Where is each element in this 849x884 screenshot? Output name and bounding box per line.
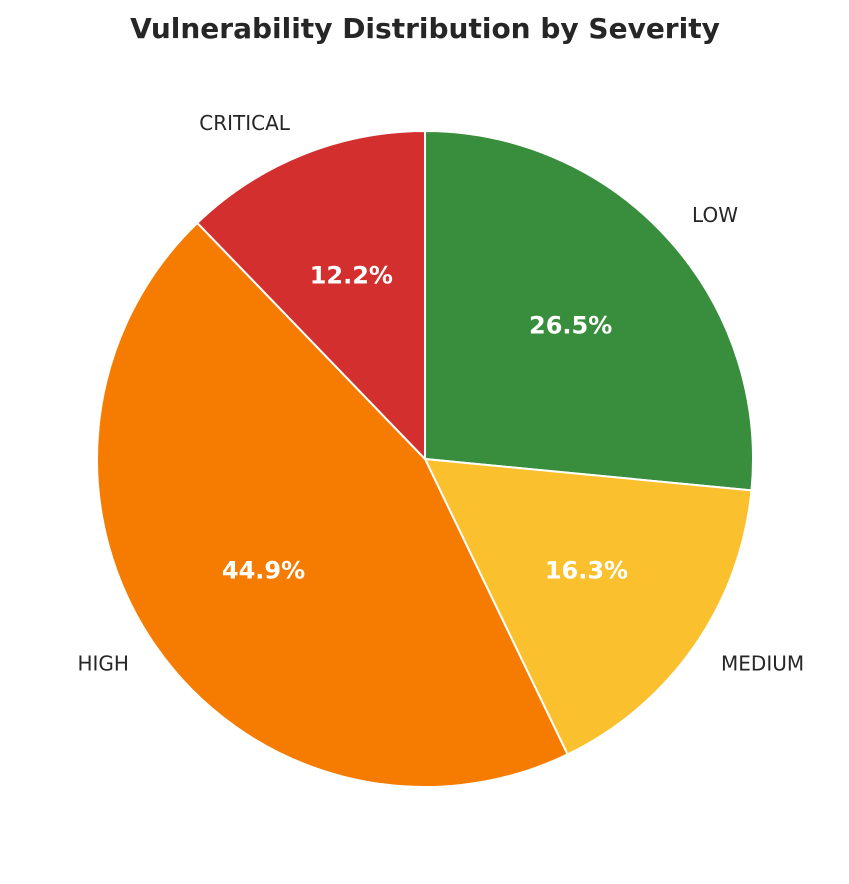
pie-slice-critical [195,129,426,462]
chart-title: Vulnerability Distribution by Severity [130,12,720,45]
slice-percent-high: 44.9% [222,556,305,584]
slices-layer [96,129,754,788]
slice-percent-critical: 12.2% [310,262,393,290]
pie-slice-low [424,129,754,492]
slice-percent-low: 26.5% [529,312,612,340]
slice-label-high: HIGH [77,652,128,676]
slice-label-medium: MEDIUM [721,652,804,676]
slice-label-critical: CRITICAL [199,111,291,135]
slice-percent-medium: 16.3% [545,556,628,584]
pie-slice-high [96,221,569,788]
pie-slice-medium [423,457,753,756]
labels-layer: LOW 26.5% MEDIUM 16.3% HIGH 44.9% CRITICAL 12.2… [77,111,804,676]
slice-label-low: LOW [692,203,738,227]
